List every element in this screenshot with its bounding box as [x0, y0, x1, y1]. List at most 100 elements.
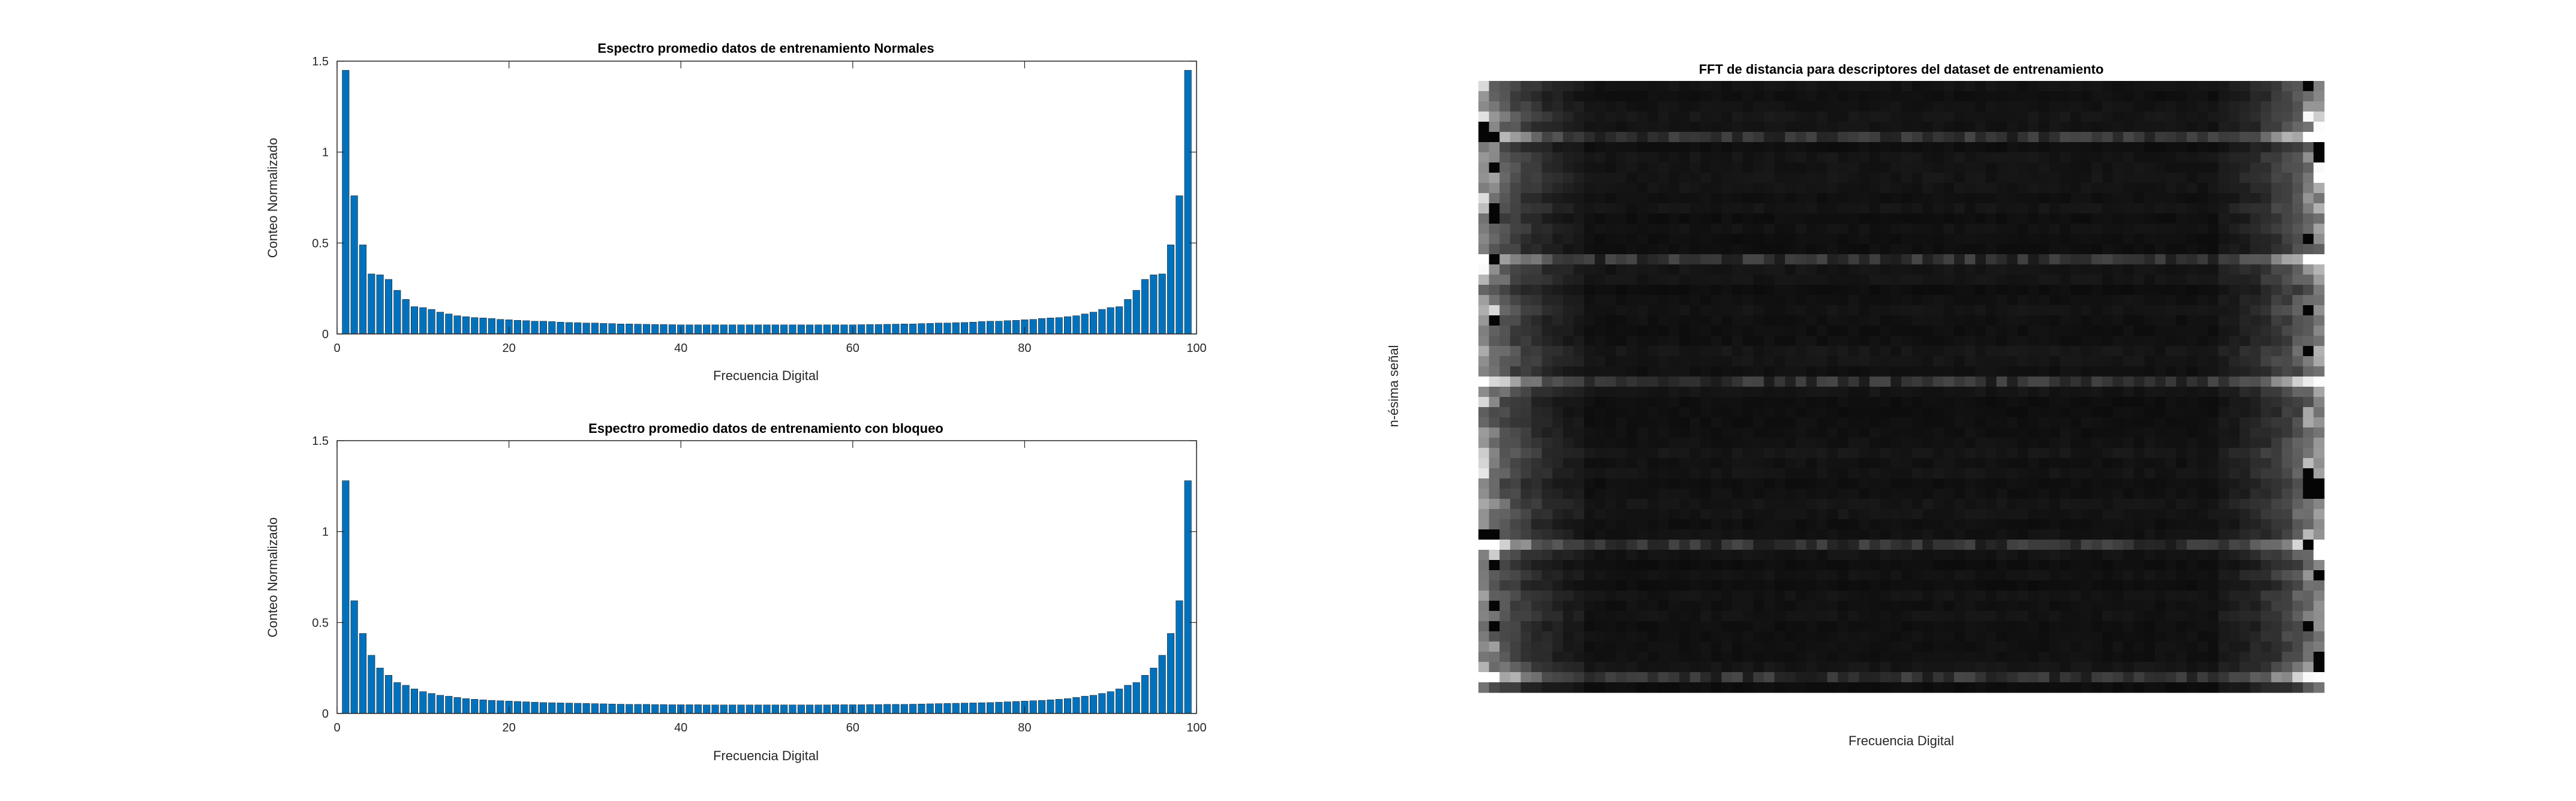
heatmap-cell	[1996, 112, 2007, 122]
heatmap-cell	[2292, 203, 2304, 214]
heatmap-cell	[1510, 326, 1522, 336]
heatmap-cell	[1700, 295, 1712, 306]
heatmap-cell	[2165, 458, 2177, 469]
heatmap-cell	[2250, 560, 2261, 571]
heatmap-cell	[1510, 499, 1522, 510]
heatmap-cell	[1996, 81, 2007, 92]
heatmap-cell	[2197, 203, 2208, 214]
heatmap-cell	[2197, 407, 2208, 418]
heatmap-cell	[2303, 295, 2314, 306]
heatmap-cell	[2123, 91, 2135, 102]
heatmap-cell	[1626, 183, 1637, 194]
heatmap-cell	[2123, 540, 2135, 550]
heatmap-cell	[1648, 336, 1659, 347]
heatmap-cell	[1943, 611, 1955, 622]
heatmap-cell	[2197, 519, 2208, 530]
heatmap-cell	[2271, 132, 2283, 143]
heatmap-cell	[2123, 152, 2135, 163]
heatmap-cell	[1753, 326, 1765, 336]
heatmap-cell	[1732, 203, 1744, 214]
heatmap-cell	[1774, 519, 1786, 530]
heatmap-cell	[1763, 570, 1775, 581]
heatmap-cell	[1531, 81, 1543, 92]
heatmap-cell	[1520, 162, 1532, 173]
heatmap-cell	[1520, 621, 1532, 632]
heatmap-cell	[2102, 203, 2114, 214]
heatmap-cell	[1795, 193, 1806, 204]
heatmap-cell	[2250, 264, 2261, 275]
heatmap-cell	[2133, 142, 2145, 153]
heatmap-cell	[1626, 387, 1637, 398]
heatmap-cell	[1679, 254, 1691, 265]
heatmap-cell	[1742, 652, 1754, 663]
heatmap-cell	[2250, 519, 2261, 530]
heatmap-cell	[1711, 417, 1722, 428]
heatmap-cell	[1563, 203, 1574, 214]
heatmap-cell	[1690, 427, 1701, 438]
heatmap-cell	[1806, 631, 1817, 642]
bar	[608, 323, 616, 335]
heatmap-cell	[1732, 611, 1744, 622]
heatmap-cell	[2176, 672, 2187, 683]
heatmap-cell	[1626, 631, 1637, 642]
heatmap-cell	[1563, 305, 1574, 316]
heatmap-cell	[2303, 540, 2314, 550]
heatmap-cell	[2144, 101, 2156, 112]
heatmap-cell	[1964, 264, 1976, 275]
heatmap-cell	[1838, 489, 1849, 499]
heatmap-cell	[2313, 642, 2325, 652]
heatmap-cell	[1700, 224, 1712, 234]
heatmap-cell	[1795, 438, 1806, 448]
heatmap-cell	[1795, 336, 1806, 347]
heatmap-cell	[2017, 540, 2029, 550]
heatmap-cell	[1922, 427, 1934, 438]
heatmap-cell	[1911, 213, 1923, 224]
heatmap-cell	[1499, 315, 1511, 326]
heatmap-cell	[1753, 152, 1765, 163]
heatmap-cell	[2176, 529, 2187, 540]
heatmap-cell	[1531, 662, 1543, 673]
heatmap-cell	[1679, 264, 1691, 275]
heatmap-cell	[1806, 417, 1817, 428]
heatmap-cell	[1499, 662, 1511, 673]
heatmap-cell	[1932, 387, 1944, 398]
heatmap-cell	[2028, 213, 2039, 224]
heatmap-cell	[1964, 529, 1976, 540]
heatmap-cell	[2081, 101, 2092, 112]
heatmap-cell	[1838, 652, 1849, 663]
heatmap-cell	[1605, 468, 1616, 479]
heatmap-cell	[2165, 591, 2177, 601]
bar	[445, 314, 453, 335]
heatmap-cell	[1943, 468, 1955, 479]
heatmap-cell	[1890, 662, 1902, 673]
heatmap-cell	[2017, 591, 2029, 601]
heatmap-cell	[2081, 621, 2092, 632]
heatmap-cell	[1669, 601, 1680, 612]
heatmap-cell	[2261, 550, 2272, 561]
bar	[746, 324, 753, 335]
heatmap-cell	[2303, 346, 2314, 357]
heatmap-cell	[1827, 142, 1838, 153]
heatmap-cell	[2240, 173, 2251, 183]
heatmap-cell	[1679, 315, 1691, 326]
heatmap-cell	[1817, 285, 1828, 296]
heatmap-cell	[2313, 81, 2325, 92]
heatmap-cell	[1626, 264, 1637, 275]
heatmap-cell	[2091, 570, 2103, 581]
heatmap-cell	[2229, 173, 2240, 183]
heatmap-cell	[1869, 285, 1881, 296]
heatmap-cell	[2070, 244, 2082, 255]
heatmap-cell	[2271, 173, 2283, 183]
heatmap-cell	[1690, 203, 1701, 214]
heatmap-cell	[1721, 509, 1733, 520]
bar	[1132, 290, 1140, 335]
heatmap-cell	[1616, 275, 1627, 285]
bar	[368, 655, 375, 714]
heatmap-cell	[1880, 336, 1891, 347]
heatmap-cell	[1753, 387, 1765, 398]
heatmap-cell	[1563, 499, 1574, 510]
heatmap-cell	[1901, 295, 1913, 306]
heatmap-cell	[1584, 621, 1595, 632]
heatmap-cell	[1605, 631, 1616, 642]
heatmap-cell	[2176, 499, 2187, 510]
